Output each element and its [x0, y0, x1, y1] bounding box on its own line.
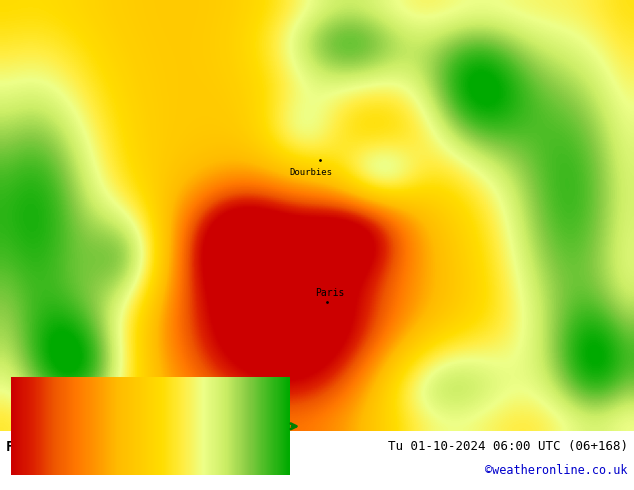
Text: Dourbies: Dourbies	[289, 168, 332, 177]
Text: Paris: Paris	[315, 288, 344, 298]
Text: Fog Stability Index   GFS: Fog Stability Index GFS	[6, 440, 216, 454]
Text: Tu 01-10-2024 06:00 UTC (06+168): Tu 01-10-2024 06:00 UTC (06+168)	[387, 440, 628, 453]
Text: ©weatheronline.co.uk: ©weatheronline.co.uk	[485, 464, 628, 477]
